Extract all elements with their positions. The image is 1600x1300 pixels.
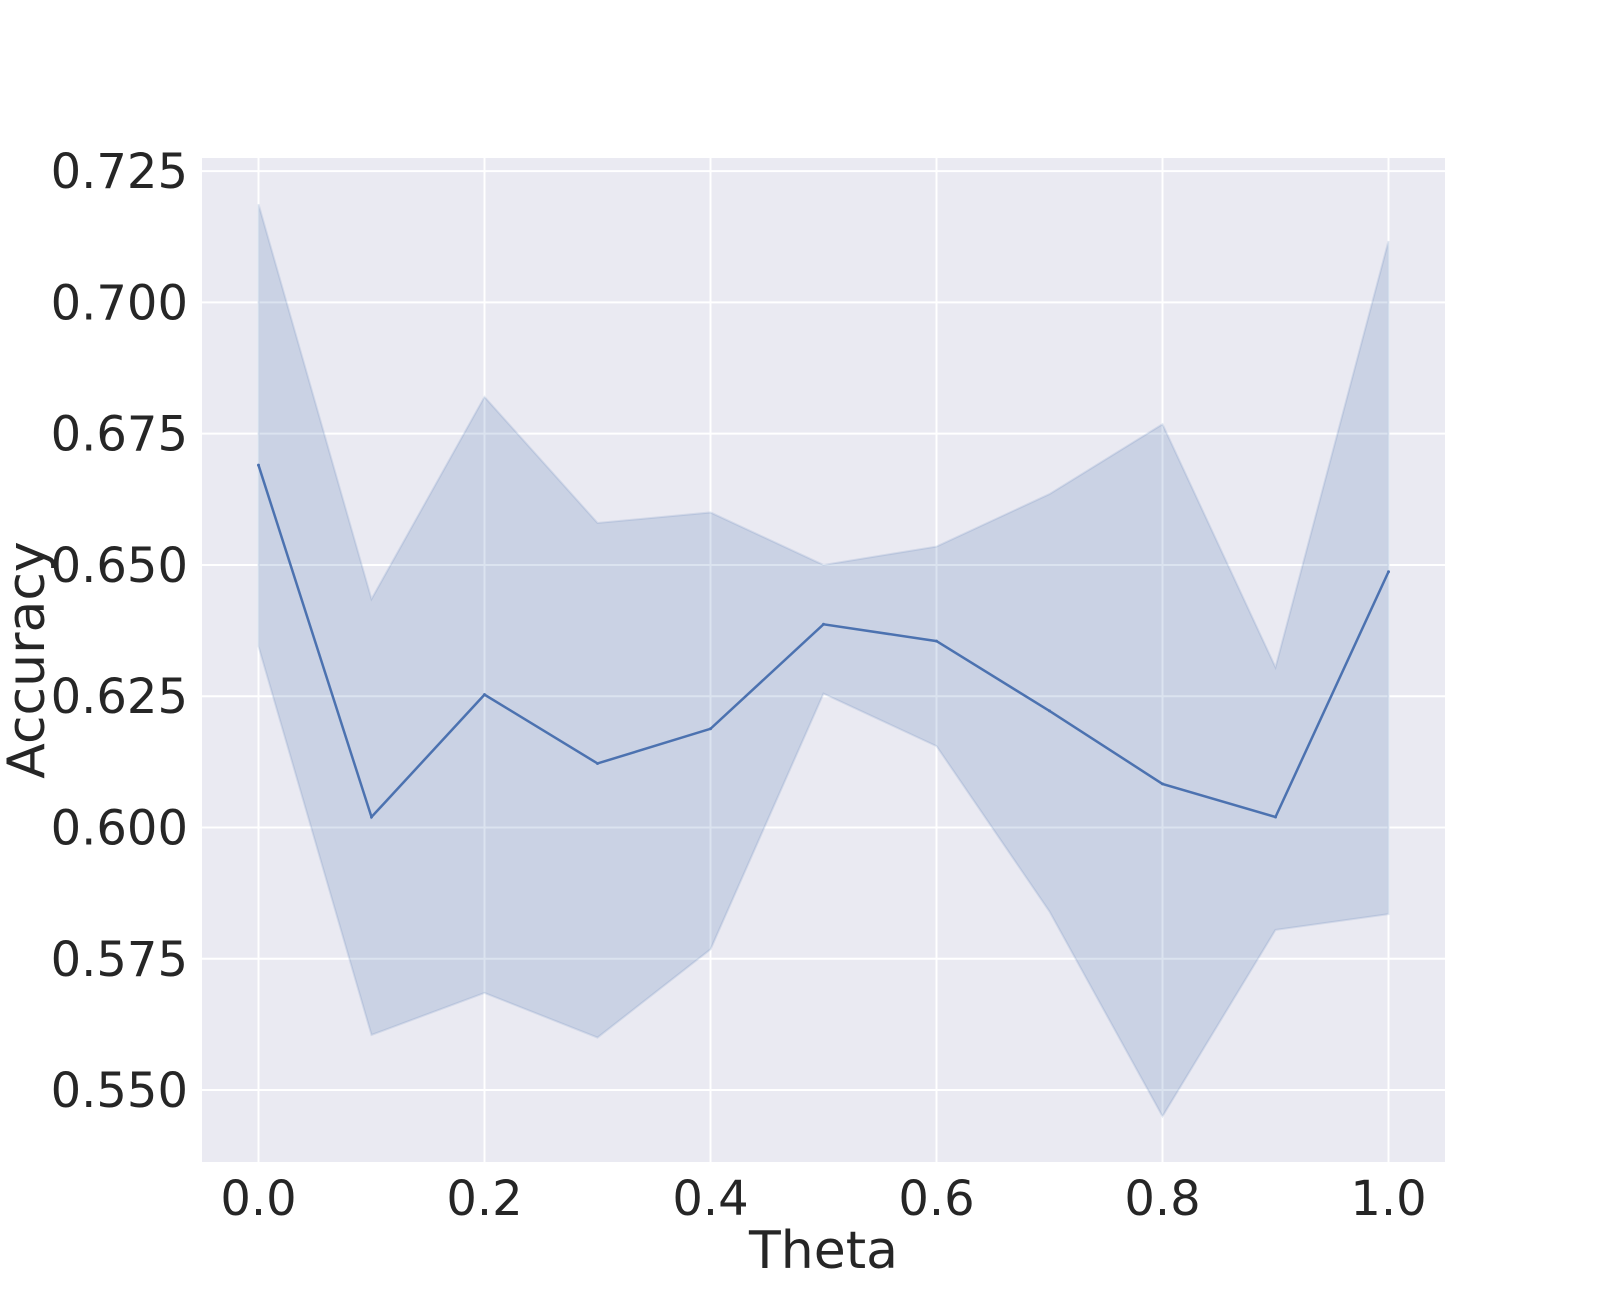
- y-tick-label: 0.650: [51, 538, 188, 594]
- grid-lines: [202, 158, 1445, 1162]
- data-point: [1387, 570, 1390, 574]
- data-point: [1161, 782, 1164, 786]
- x-tick-label: 0.2: [446, 1171, 522, 1227]
- plot-background: [202, 158, 1445, 1162]
- x-tick-label: 1.0: [1350, 1171, 1426, 1227]
- data-point: [370, 815, 373, 819]
- data-point: [257, 463, 260, 467]
- x-axis-ticks: 0.0 0.2 0.4 0.6 0.8 1.0: [220, 1171, 1426, 1227]
- x-axis-label: Theta: [748, 1221, 898, 1281]
- x-tick-label: 0.4: [672, 1171, 748, 1227]
- data-point: [935, 639, 938, 643]
- y-tick-label: 0.625: [51, 669, 188, 725]
- data-point: [596, 761, 599, 765]
- x-tick-label: 0.6: [898, 1171, 974, 1227]
- y-axis-ticks: 0.550 0.575 0.600 0.625 0.650 0.675 0.700 0.725: [51, 144, 188, 1119]
- y-tick-label: 0.725: [51, 144, 188, 200]
- y-tick-label: 0.575: [51, 932, 188, 988]
- data-point: [1274, 815, 1277, 819]
- data-point: [1048, 709, 1051, 713]
- data-point: [483, 693, 486, 697]
- data-points: [257, 463, 1390, 819]
- y-axis-label: Accuracy: [0, 541, 57, 778]
- y-tick-label: 0.600: [51, 801, 188, 857]
- y-tick-label: 0.700: [51, 275, 188, 331]
- y-tick-label: 0.550: [51, 1063, 188, 1119]
- data-point: [709, 727, 712, 731]
- x-tick-label: 0.0: [220, 1171, 296, 1227]
- data-point: [822, 622, 825, 626]
- y-tick-label: 0.675: [51, 407, 188, 463]
- x-tick-label: 0.8: [1124, 1171, 1200, 1227]
- confidence-band: [257, 203, 1390, 1119]
